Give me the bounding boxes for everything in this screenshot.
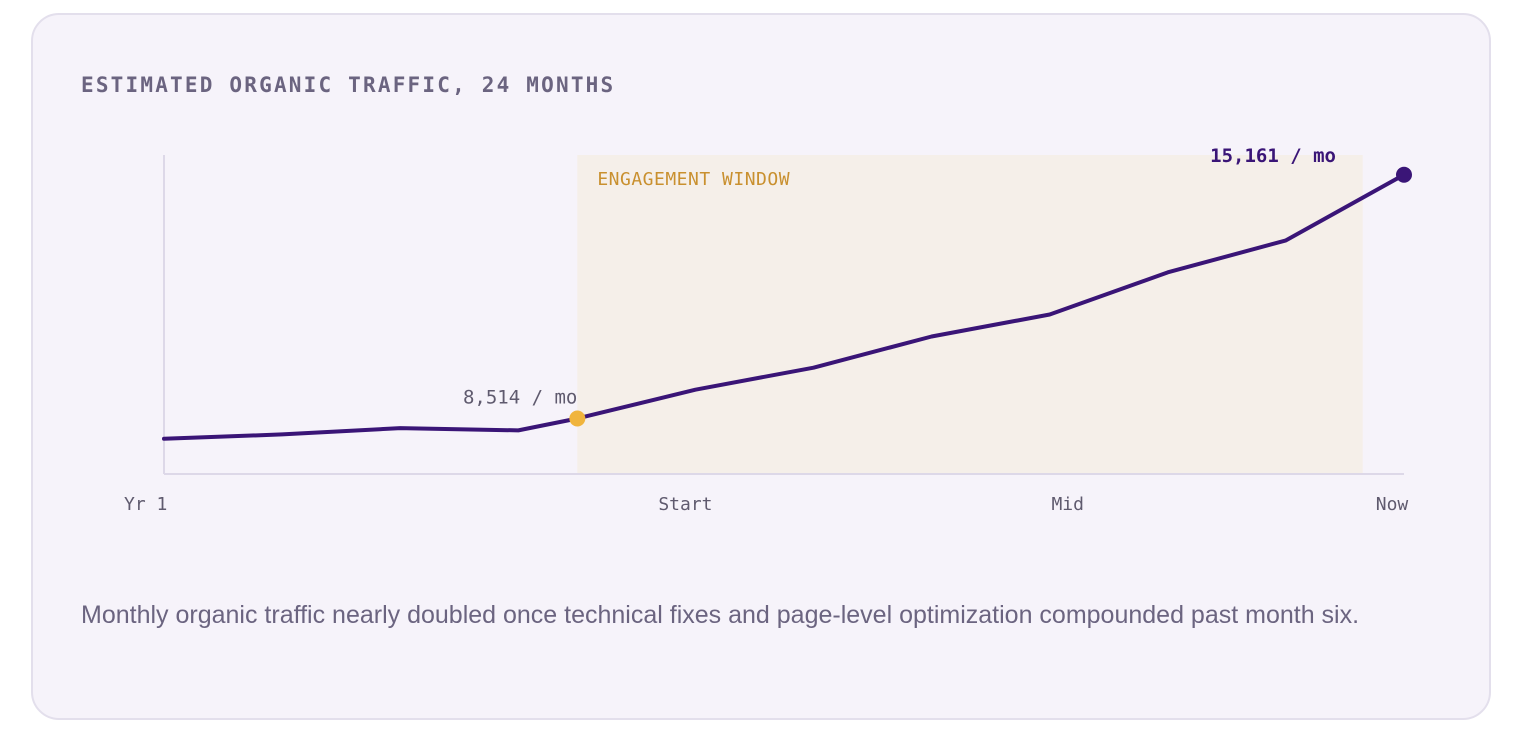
series-point-0	[162, 437, 166, 441]
x-tick-label-now: Now	[1376, 494, 1409, 515]
chart-card: ESTIMATED ORGANIC TRAFFIC, 24 MONTHS ENG…	[31, 13, 1491, 720]
series-point-8	[1048, 313, 1052, 317]
x-tick-label-yr-1: Yr 1	[124, 494, 167, 515]
series-point-10	[1284, 238, 1288, 242]
x-tick-labels: Yr 1 Start Mid Now	[124, 494, 1408, 515]
series-point-2	[398, 426, 402, 430]
traffic-series-line	[162, 172, 1406, 441]
series-point-7	[930, 335, 934, 339]
series-point-3	[516, 428, 520, 432]
series-point-6	[812, 366, 816, 370]
start-value-label: 8,514 / mo	[463, 386, 577, 408]
chart-title: ESTIMATED ORGANIC TRAFFIC, 24 MONTHS	[81, 73, 616, 97]
x-tick-label-start: Start	[658, 494, 712, 515]
end-value-label: 15,161 / mo	[1210, 145, 1336, 167]
value-annotations: 8,514 / mo 15,161 / mo	[463, 145, 1412, 427]
series-point-9	[1166, 270, 1170, 274]
engagement-window-label: ENGAGEMENT WINDOW	[597, 169, 790, 190]
series-point-5	[693, 388, 697, 392]
start-marker	[569, 410, 586, 427]
chart-caption: Monthly organic traffic nearly doubled o…	[81, 601, 1360, 629]
series-point-1	[280, 432, 284, 436]
engagement-window-band	[577, 155, 1363, 474]
end-marker	[1396, 166, 1412, 183]
traffic-chart: ENGAGEMENT WINDOW Yr 1 Start Mid Now 8,514 …	[124, 145, 1412, 515]
x-tick-label-mid: Mid	[1051, 494, 1084, 515]
